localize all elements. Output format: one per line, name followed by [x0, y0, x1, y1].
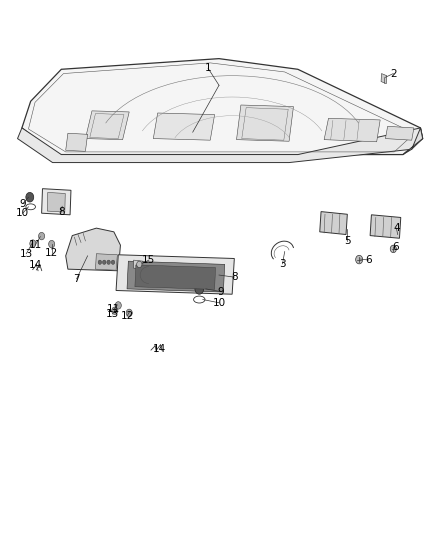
Polygon shape	[370, 215, 401, 238]
Text: 12: 12	[45, 248, 58, 258]
Polygon shape	[85, 111, 129, 140]
Text: 13: 13	[20, 249, 33, 259]
Text: 8: 8	[231, 272, 238, 282]
Polygon shape	[42, 189, 71, 215]
Circle shape	[356, 255, 363, 264]
Polygon shape	[320, 212, 347, 235]
Circle shape	[390, 245, 396, 253]
Circle shape	[102, 260, 106, 264]
Text: 11: 11	[28, 240, 42, 250]
Polygon shape	[116, 255, 234, 294]
Circle shape	[137, 261, 142, 268]
Circle shape	[26, 192, 34, 202]
Text: 14: 14	[29, 260, 42, 270]
Circle shape	[49, 240, 55, 248]
Text: 12: 12	[120, 311, 134, 321]
Circle shape	[30, 240, 36, 247]
Polygon shape	[47, 192, 65, 212]
Circle shape	[126, 309, 132, 317]
Text: 2: 2	[390, 69, 397, 78]
Polygon shape	[18, 128, 423, 163]
Polygon shape	[403, 128, 423, 155]
Polygon shape	[324, 118, 380, 142]
Polygon shape	[22, 59, 423, 155]
Text: 15: 15	[142, 255, 155, 265]
Text: 6: 6	[365, 255, 372, 265]
Text: 9: 9	[217, 287, 224, 296]
Polygon shape	[153, 113, 215, 140]
Polygon shape	[381, 74, 387, 84]
Circle shape	[112, 307, 118, 314]
Polygon shape	[66, 133, 88, 151]
Circle shape	[39, 232, 45, 240]
Text: 9: 9	[19, 199, 26, 208]
Polygon shape	[135, 265, 215, 289]
Text: 13: 13	[106, 309, 119, 319]
Text: 1: 1	[205, 63, 212, 73]
Polygon shape	[385, 126, 414, 140]
Circle shape	[107, 260, 110, 264]
Circle shape	[111, 260, 115, 264]
Polygon shape	[134, 260, 143, 269]
Text: 4: 4	[393, 223, 400, 233]
Text: 3: 3	[279, 259, 286, 269]
Text: 10: 10	[16, 208, 29, 218]
Circle shape	[98, 260, 102, 264]
Text: 5: 5	[344, 236, 351, 246]
Polygon shape	[237, 105, 293, 141]
Circle shape	[115, 302, 121, 309]
Text: 14: 14	[153, 344, 166, 354]
Text: 8: 8	[58, 207, 65, 217]
Circle shape	[195, 284, 204, 294]
Text: 11: 11	[107, 304, 120, 314]
Polygon shape	[66, 228, 120, 271]
Text: 6: 6	[392, 242, 399, 252]
Polygon shape	[127, 261, 225, 292]
Polygon shape	[95, 254, 117, 270]
Text: 10: 10	[212, 298, 226, 308]
Text: 7: 7	[73, 274, 80, 284]
